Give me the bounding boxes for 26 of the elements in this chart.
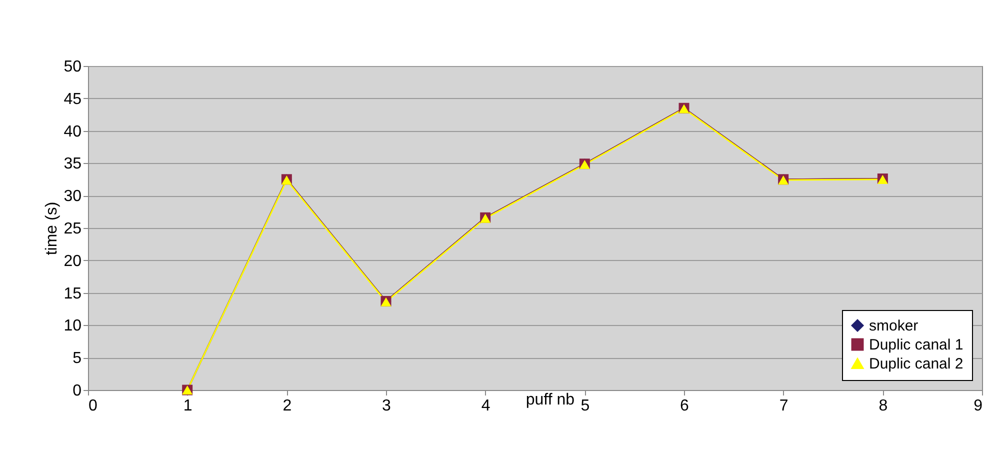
y-tick-label: 50 bbox=[64, 58, 82, 76]
legend-label: Duplic canal 2 bbox=[869, 356, 964, 372]
x-tick-label: 2 bbox=[282, 398, 292, 414]
y-tick-label: 0 bbox=[72, 382, 82, 400]
y-tick-label: 25 bbox=[64, 220, 82, 238]
y-tick-label: 35 bbox=[64, 156, 82, 173]
y-tick-label: 15 bbox=[64, 285, 82, 302]
x-tick-label: 9 bbox=[974, 398, 983, 414]
y-axis-title: time (s) bbox=[44, 202, 61, 256]
x-tick-label: 4 bbox=[481, 398, 490, 414]
x-tick-label: 6 bbox=[680, 398, 690, 414]
x-axis-title: puff nb bbox=[526, 392, 575, 408]
x-tick-label: 1 bbox=[183, 398, 192, 414]
x-tick-label: 5 bbox=[580, 398, 590, 414]
x-tick-label: 3 bbox=[382, 398, 392, 414]
x-tick-label: 7 bbox=[779, 398, 788, 414]
y-tick-label: 5 bbox=[72, 350, 82, 368]
y-tick-label: 20 bbox=[64, 252, 82, 270]
y-tick-label: 45 bbox=[64, 90, 82, 108]
x-tick-label: 8 bbox=[878, 398, 888, 414]
y-tick-label: 40 bbox=[64, 123, 82, 140]
x-tick-label: 0 bbox=[88, 398, 98, 414]
legend-label: Duplic canal 1 bbox=[869, 336, 964, 354]
y-tick-label: 10 bbox=[64, 318, 82, 335]
legend-label: smoker bbox=[869, 318, 918, 334]
y-tick-label: 30 bbox=[64, 188, 82, 206]
